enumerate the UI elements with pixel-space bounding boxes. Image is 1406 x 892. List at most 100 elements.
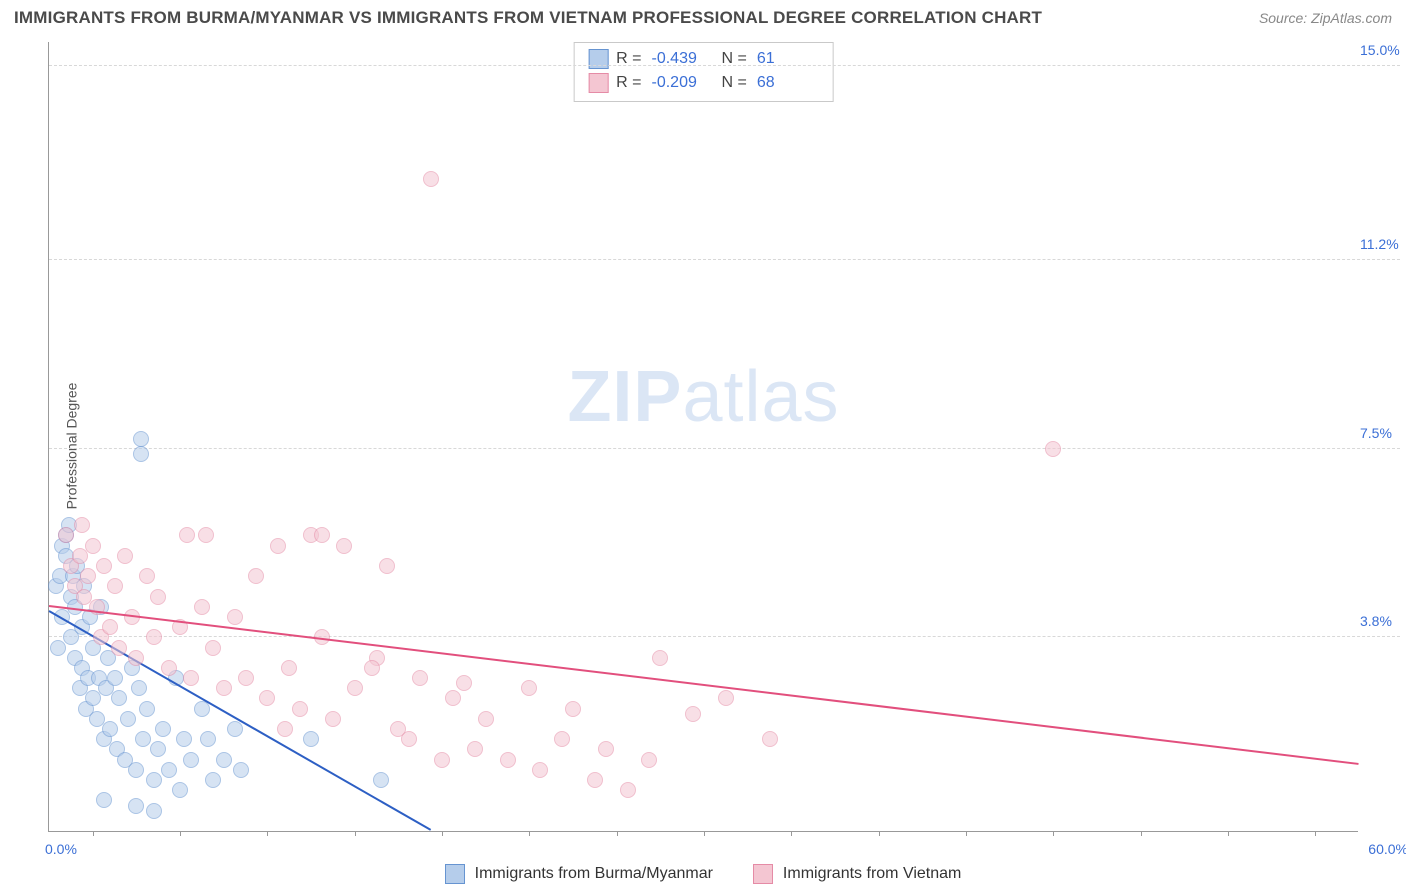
scatter-point (587, 772, 603, 788)
scatter-point (259, 690, 275, 706)
scatter-point (102, 721, 118, 737)
legend-label: Immigrants from Vietnam (783, 865, 961, 883)
legend-swatch-pink (753, 864, 773, 884)
scatter-point (364, 660, 380, 676)
x-tick-mark (442, 831, 443, 836)
scatter-point (172, 782, 188, 798)
scatter-point (135, 731, 151, 747)
scatter-point (198, 527, 214, 543)
x-tick-mark (966, 831, 967, 836)
y-tick-label: 15.0% (1360, 42, 1406, 58)
y-tick-label: 3.8% (1360, 613, 1406, 629)
scatter-point (205, 640, 221, 656)
r-value: -0.439 (652, 47, 714, 71)
legend-row-series-2: R = -0.209 N = 68 (588, 71, 819, 95)
scatter-point (150, 589, 166, 605)
legend-row-series-1: R = -0.439 N = 61 (588, 47, 819, 71)
scatter-point (456, 675, 472, 691)
series-legend: Immigrants from Burma/Myanmar Immigrants… (0, 864, 1406, 884)
watermark: ZIPatlas (567, 356, 839, 438)
scatter-point (117, 548, 133, 564)
x-tick-mark (529, 831, 530, 836)
scatter-point (111, 690, 127, 706)
scatter-point (412, 670, 428, 686)
scatter-point (183, 670, 199, 686)
scatter-point (146, 772, 162, 788)
scatter-plot-area: ZIPatlas R = -0.439 N = 61 R = -0.209 N … (48, 42, 1358, 832)
scatter-point (176, 731, 192, 747)
scatter-point (120, 711, 136, 727)
scatter-point (74, 517, 90, 533)
scatter-point (183, 752, 199, 768)
scatter-point (314, 527, 330, 543)
scatter-point (139, 701, 155, 717)
n-value: 61 (757, 47, 819, 71)
r-value: -0.209 (652, 71, 714, 95)
scatter-point (96, 558, 112, 574)
x-tick-label: 60.0% (1368, 841, 1406, 857)
scatter-point (161, 762, 177, 778)
gridline (49, 448, 1400, 449)
scatter-point (379, 558, 395, 574)
scatter-point (133, 446, 149, 462)
scatter-point (620, 782, 636, 798)
x-tick-mark (93, 831, 94, 836)
gridline (49, 636, 1400, 637)
scatter-point (292, 701, 308, 717)
x-tick-mark (1228, 831, 1229, 836)
scatter-point (216, 752, 232, 768)
scatter-point (248, 568, 264, 584)
scatter-point (270, 538, 286, 554)
scatter-point (107, 670, 123, 686)
scatter-point (205, 772, 221, 788)
scatter-point (233, 762, 249, 778)
scatter-point (139, 568, 155, 584)
scatter-point (434, 752, 450, 768)
scatter-point (325, 711, 341, 727)
scatter-point (128, 762, 144, 778)
scatter-point (598, 741, 614, 757)
legend-swatch-pink (588, 73, 608, 93)
x-tick-mark (1141, 831, 1142, 836)
scatter-point (146, 629, 162, 645)
n-label: N = (722, 71, 747, 95)
gridline (49, 259, 1400, 260)
scatter-point (107, 578, 123, 594)
scatter-point (423, 171, 439, 187)
scatter-point (718, 690, 734, 706)
scatter-point (128, 798, 144, 814)
x-tick-mark (1315, 831, 1316, 836)
scatter-point (216, 680, 232, 696)
scatter-point (347, 680, 363, 696)
scatter-point (133, 431, 149, 447)
scatter-point (445, 690, 461, 706)
scatter-point (467, 741, 483, 757)
scatter-point (373, 772, 389, 788)
correlation-legend: R = -0.439 N = 61 R = -0.209 N = 68 (573, 42, 834, 102)
x-tick-mark (355, 831, 356, 836)
scatter-point (58, 527, 74, 543)
legend-label: Immigrants from Burma/Myanmar (475, 865, 713, 883)
scatter-point (161, 660, 177, 676)
n-value: 68 (757, 71, 819, 95)
r-label: R = (616, 71, 641, 95)
x-tick-label: 0.0% (45, 841, 77, 857)
scatter-point (146, 803, 162, 819)
x-tick-mark (879, 831, 880, 836)
scatter-point (532, 762, 548, 778)
x-tick-mark (617, 831, 618, 836)
scatter-point (111, 640, 127, 656)
scatter-point (150, 741, 166, 757)
scatter-point (303, 731, 319, 747)
scatter-point (227, 721, 243, 737)
legend-item-vietnam: Immigrants from Vietnam (753, 864, 961, 884)
scatter-point (401, 731, 417, 747)
scatter-point (102, 619, 118, 635)
scatter-point (96, 792, 112, 808)
scatter-point (277, 721, 293, 737)
scatter-point (336, 538, 352, 554)
scatter-point (565, 701, 581, 717)
scatter-point (238, 670, 254, 686)
scatter-point (85, 538, 101, 554)
x-tick-mark (1053, 831, 1054, 836)
